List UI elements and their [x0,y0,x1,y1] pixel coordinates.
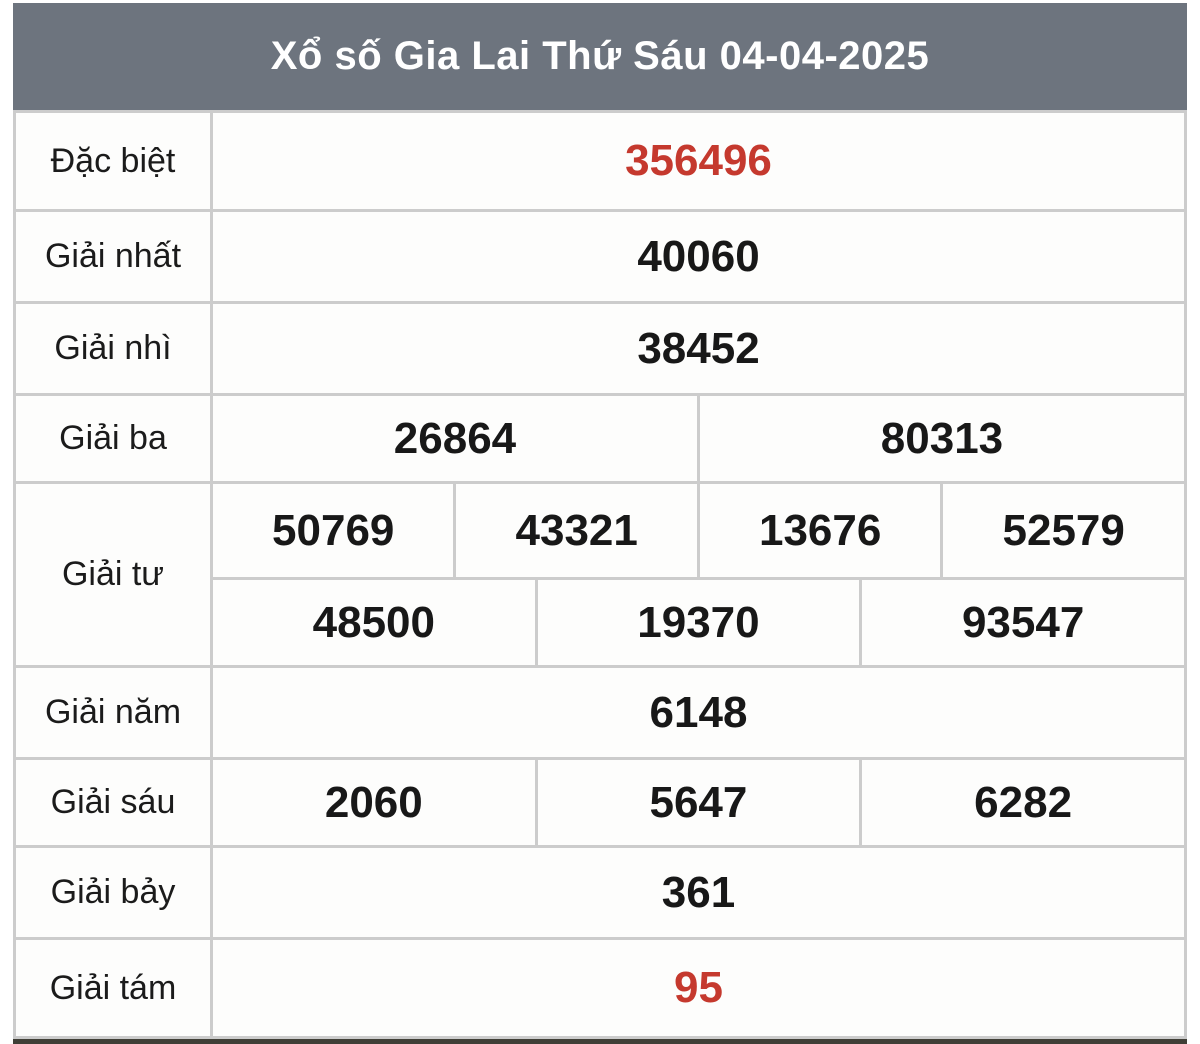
prize-label-second: Giải nhì [13,301,213,396]
prize-number-fourth-2: 43321 [453,481,700,580]
lottery-title: Xổ số Gia Lai Thứ Sáu 04-04-2025 [270,34,930,78]
prize-number-fourth-3: 13676 [696,481,944,580]
table-row-seventh: Giải bảy 361 [13,845,1187,940]
prize-label-eighth: Giải tám [13,937,213,1039]
results-table: Đặc biệt 356496 Giải nhất 40060 Giải nhì… [13,110,1188,1039]
prize-label-special: Đặc biệt [13,110,213,212]
prize-label-third: Giải ba [13,393,213,484]
bottom-divider [13,1039,1187,1044]
lottery-title-bar: Xổ số Gia Lai Thứ Sáu 04-04-2025 [13,3,1187,110]
table-row-special: Đặc biệt 356496 [13,110,1187,212]
lottery-results-card: Xổ số Gia Lai Thứ Sáu 04-04-2025 Đặc biệ… [13,3,1188,1044]
prize-number-sixth-3: 6282 [859,757,1187,848]
table-row-eighth: Giải tám 95 [13,937,1187,1039]
prize-number-fourth-4: 52579 [940,481,1187,580]
table-row-fourth-2: 48500 19370 93547 [15,577,1187,668]
table-row-fifth: Giải năm 6148 [13,665,1187,760]
prize-label-fifth: Giải năm [13,665,213,760]
prize-number-third-1: 26864 [210,393,700,484]
prize-number-third-2: 80313 [696,393,1188,484]
prize-number-second: 38452 [210,301,1187,396]
prize-number-eighth: 95 [210,937,1187,1039]
table-row-fourth-1: Giải tư 50769 43321 13676 52579 [13,481,1187,668]
prize-label-fourth: Giải tư [13,481,213,668]
prize-number-fourth-5: 48500 [210,577,538,668]
table-row-second: Giải nhì 38452 [13,301,1187,396]
prize-number-fourth-1: 50769 [209,481,457,580]
prize-label-sixth: Giải sáu [13,757,213,848]
prize-number-sixth-1: 2060 [210,757,538,848]
prize-number-fifth: 6148 [210,665,1187,760]
prize-label-first: Giải nhất [13,209,213,304]
prize-number-sixth-2: 5647 [534,757,863,848]
prize-number-special: 356496 [210,110,1187,212]
prize-number-fourth-7: 93547 [859,577,1187,668]
prize-number-fourth-6: 19370 [534,577,863,668]
table-row-sixth: Giải sáu 2060 5647 6282 [13,757,1187,848]
table-row-first: Giải nhất 40060 [13,209,1187,304]
table-row-third: Giải ba 26864 80313 [13,393,1188,484]
prize-number-seventh: 361 [210,845,1187,940]
prize-label-seventh: Giải bảy [13,845,213,940]
prize-number-first: 40060 [210,209,1187,304]
